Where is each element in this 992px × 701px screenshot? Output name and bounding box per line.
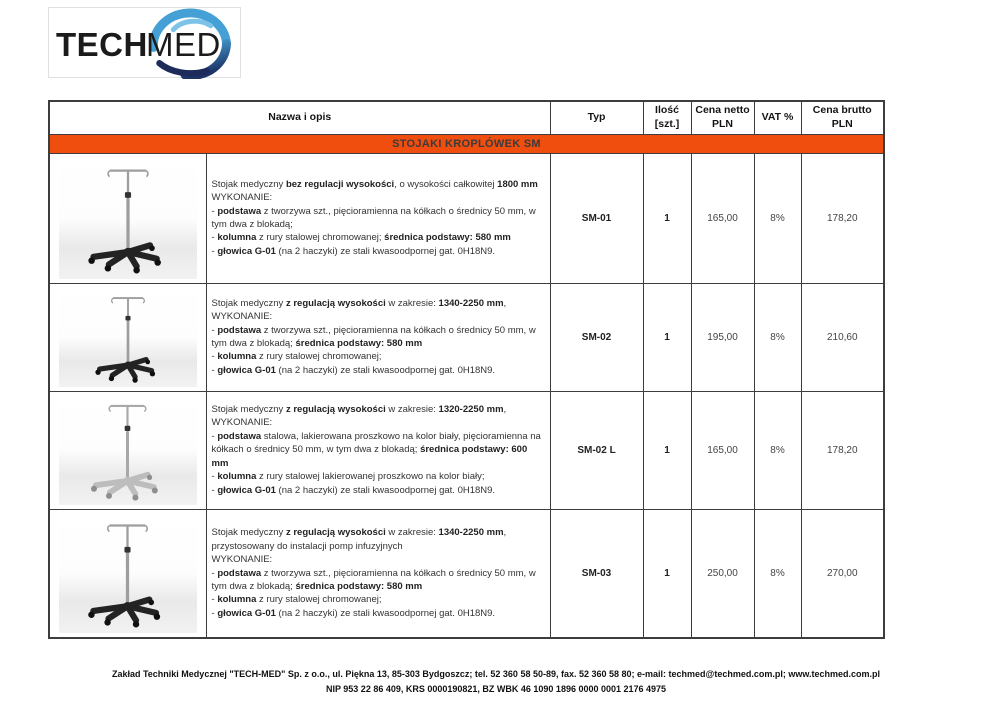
product-qty: 1 [642,390,692,510]
iv-stand-black-base-image [88,291,168,384]
product-gross-price: 270,00 [800,508,885,639]
col-header-name: Nazwa i opis [48,100,551,135]
product-description: Stojak medyczny bez regulacji wysokości,… [205,152,551,284]
product-type: SM-03 [549,508,644,639]
section-banner: STOJAKI KROPLÓWEK SM [48,133,885,154]
product-vat: 8% [753,152,802,284]
product-qty: 1 [642,508,692,639]
product-qty: 1 [642,152,692,284]
products-table: Nazwa i opis Typ Ilość [szt.] Cena netto… [48,100,886,639]
col-header-gross: Cena brutto PLN [800,100,885,135]
product-net-price: 195,00 [690,282,755,392]
iv-stand-black-base-image [80,162,176,275]
logo-swirl-icon [149,8,231,79]
iv-stand-black-base-image [80,517,175,629]
product-description: Stojak medyczny z regulacją wysokości w … [205,282,551,392]
section-banner-row: STOJAKI KROPLÓWEK SM [48,133,885,154]
product-description: Stojak medyczny z regulacją wysokości w … [205,390,551,510]
product-type: SM-02 L [549,390,644,510]
product-gross-price: 178,20 [800,152,885,284]
product-net-price: 165,00 [690,152,755,284]
product-description: Stojak medyczny z regulacją wysokości w … [205,508,551,639]
product-type: SM-01 [549,152,644,284]
product-row-sm-02l: Stojak medyczny z regulacją wysokości w … [48,390,885,510]
product-row-sm-02: Stojak medyczny z regulacją wysokości w … [48,282,885,392]
page-footer: Zakład Techniki Medycznej "TECH-MED" Sp.… [0,667,992,697]
iv-stand-steel-base-image [83,398,172,502]
footer-address-line: Zakład Techniki Medycznej "TECH-MED" Sp.… [111,669,881,679]
techmed-logo: TECH MED [48,7,241,79]
table-header-row: Nazwa i opis Typ Ilość [szt.] Cena netto… [48,100,885,135]
col-header-net: Cena netto PLN [690,100,755,135]
product-gross-price: 178,20 [800,390,885,510]
col-header-vat: VAT % [753,100,802,135]
product-vat: 8% [753,390,802,510]
product-vat: 8% [753,282,802,392]
product-net-price: 165,00 [690,390,755,510]
product-row-sm-01: Stojak medyczny bez regulacji wysokości,… [48,152,885,284]
product-image-cell [48,390,207,510]
logo-text-med: MED [146,26,221,63]
product-image-cell [48,282,207,392]
product-vat: 8% [753,508,802,639]
col-header-qty: Ilość [szt.] [642,100,692,135]
product-gross-price: 210,60 [800,282,885,392]
logo-text-tech: TECH [56,26,148,63]
product-qty: 1 [642,282,692,392]
product-net-price: 250,00 [690,508,755,639]
product-image-cell [48,508,207,639]
footer-registry-line: NIP 953 22 86 409, KRS 0000190821, BZ WB… [325,684,667,694]
product-image-cell [48,152,207,284]
product-type: SM-02 [549,282,644,392]
product-row-sm-03: Stojak medyczny z regulacją wysokości w … [48,508,885,639]
col-header-type: Typ [549,100,644,135]
